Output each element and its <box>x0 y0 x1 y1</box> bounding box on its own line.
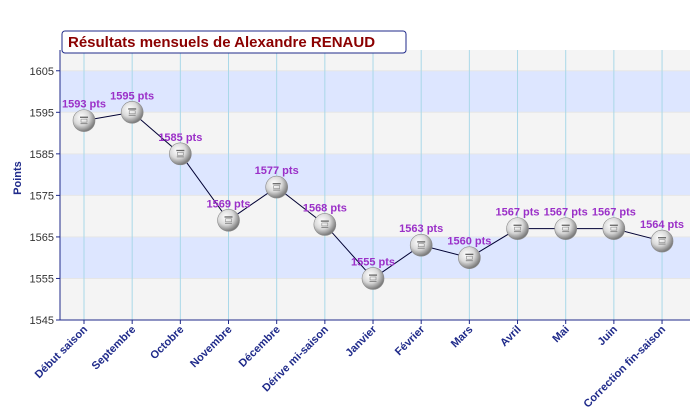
x-tick-label-6: Janvier <box>343 323 379 359</box>
ping-pong-ball-icon <box>265 175 288 199</box>
ping-pong-ball-icon <box>120 101 144 124</box>
ping-pong-ball-icon <box>72 109 96 132</box>
ping-pong-ball-icon <box>554 217 578 240</box>
band-6 <box>60 50 690 71</box>
ping-pong-ball-icon <box>458 246 481 269</box>
y-tick-label-0: 1545 <box>30 315 54 327</box>
ping-pong-ball-icon <box>313 213 337 236</box>
chart-title: Résultats mensuels de Alexandre RENAUD <box>68 34 375 51</box>
x-tick-label-9: Avril <box>498 324 523 349</box>
y-axis-ticks: 1545 1555 1565 1575 1585 1595 1605 <box>30 66 60 327</box>
y-tick-label-6: 1605 <box>30 66 54 78</box>
data-label-7: 1563 pts <box>399 223 443 235</box>
x-tick-label-7: Février <box>393 323 428 358</box>
ping-pong-ball-icon <box>217 209 240 232</box>
x-tick-label-10: Mai <box>550 324 571 345</box>
ping-pong-ball-icon <box>169 142 192 166</box>
chart-title-box: Résultats mensuels de Alexandre RENAUD <box>61 30 407 54</box>
y-axis-label: Points <box>12 161 24 195</box>
x-tick-label-8: Mars <box>449 324 476 351</box>
ping-pong-ball-icon <box>602 217 626 240</box>
background-bands <box>60 50 690 321</box>
data-label-5: 1568 pts <box>303 202 347 214</box>
y-tick-label-3: 1575 <box>30 190 54 202</box>
x-tick-label-1: Septembre <box>90 324 139 373</box>
band-3 <box>60 153 690 196</box>
x-axis-categories: Début saison Septembre Octobre Novembre Déce… <box>33 320 668 410</box>
data-label-6: 1555 pts <box>351 256 395 268</box>
data-label-11: 1567 pts <box>592 207 636 219</box>
ping-pong-ball-icon <box>409 233 433 257</box>
y-tick-label-4: 1585 <box>30 149 54 161</box>
data-label-1: 1595 pts <box>110 90 154 102</box>
data-label-3: 1569 pts <box>206 198 250 210</box>
x-tick-label-4: Décembre <box>237 324 283 370</box>
data-labels: 1593 pts 1595 pts 1585 pts 1569 pts 1577 pts… <box>62 90 684 268</box>
x-tick-label-2: Octobre <box>148 324 186 362</box>
x-tick-label-3: Novembre <box>188 324 235 371</box>
axes <box>59 50 690 321</box>
data-label-2: 1585 pts <box>158 132 202 144</box>
data-label-8: 1560 pts <box>447 236 491 248</box>
band-5 <box>60 70 690 113</box>
ping-pong-ball-icon <box>650 229 674 253</box>
x-tick-label-12: Correction fin-saison <box>581 323 668 410</box>
x-tick-label-0: Début saison <box>33 323 91 381</box>
data-label-12: 1564 pts <box>640 219 684 231</box>
y-tick-label-1: 1555 <box>30 273 54 285</box>
ping-pong-ball-icon <box>361 267 385 290</box>
data-label-9: 1567 pts <box>496 207 540 219</box>
data-label-0: 1593 pts <box>62 99 106 111</box>
band-2 <box>60 195 690 237</box>
y-tick-label-2: 1565 <box>30 232 54 244</box>
band-4 <box>60 112 690 154</box>
x-tick-label-11: Juin <box>596 323 621 348</box>
data-label-10: 1567 pts <box>544 207 588 219</box>
data-label-4: 1577 pts <box>255 165 299 177</box>
series-markers <box>72 101 674 290</box>
y-tick-label-5: 1595 <box>30 107 54 119</box>
ping-pong-ball-icon <box>506 217 529 240</box>
